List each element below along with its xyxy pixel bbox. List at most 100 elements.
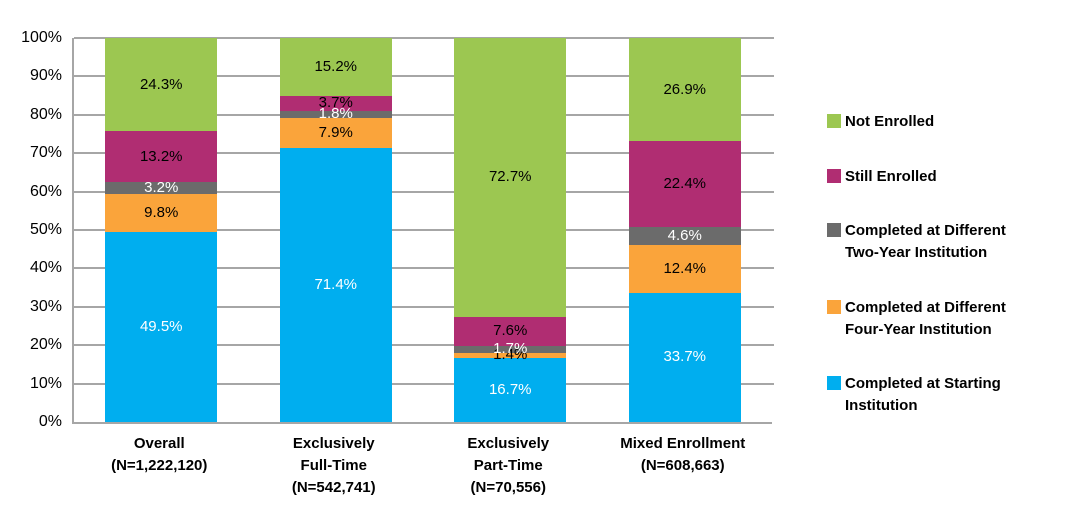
segment-label: 72.7% [488, 168, 532, 186]
plot-area: 49.5% 9.8% 3.2% 13.2% 24.3% 71.4% 7.9% 1.8% 3.7%… [72, 37, 774, 424]
segment-label: 16.7% [488, 380, 532, 398]
bar-segment [628, 141, 741, 228]
gridline [74, 382, 774, 385]
bar-segment [105, 131, 218, 182]
legend-marker-swatch-icon [827, 299, 841, 314]
segment-label: 15.2% [314, 58, 358, 76]
bar-segment [454, 357, 567, 422]
gridline [74, 267, 774, 270]
gridline [74, 152, 774, 155]
legend-marker-swatch-icon [827, 376, 841, 390]
gridline [74, 344, 774, 347]
y-tick-label: 20% [29, 336, 62, 354]
category-label-line: Exclusively [292, 435, 375, 452]
bar-segment [279, 96, 392, 111]
bar-segment [628, 244, 741, 293]
bar-segment [628, 292, 741, 422]
category-label: Mixed Enrollment (N=608,663) [596, 433, 771, 499]
bar-segment [105, 231, 218, 422]
gridline [74, 305, 774, 308]
segment-label: 24.3% [139, 75, 183, 93]
bar-segment [454, 38, 567, 317]
bar-column: 16.7% 1.4% 1.7% 7.6% 72.7% [423, 38, 598, 422]
y-tick-label: 50% [29, 221, 62, 238]
legend-item: Completed at Different Four-Year Institut… [827, 297, 1062, 341]
gridline [74, 190, 774, 193]
y-tick-label: 40% [29, 259, 62, 277]
legend-label-line: Institution [845, 397, 918, 414]
gridline [74, 37, 774, 39]
legend-marker-swatch-icon [827, 223, 841, 237]
bar-segment [279, 147, 392, 422]
y-tick-label: 0% [38, 413, 62, 430]
category-label-line: (N=70,556) [470, 479, 546, 496]
category-label-line: Mixed Enrollment [620, 435, 746, 452]
segment-label: 1.7% [493, 340, 528, 358]
y-tick-label: 90% [29, 67, 62, 85]
bar: 71.4% 7.9% 1.8% 3.7% 15.2% [279, 38, 392, 422]
legend-item-label: Completed at Different Two-Year Instituti… [845, 220, 1006, 264]
bar-column: 49.5% 9.8% 3.2% 13.2% 24.3% [74, 38, 249, 422]
legend-item: Completed at Starting Institution [827, 373, 1062, 417]
legend-label-line: Still Enrolled [845, 167, 937, 185]
bar: 49.5% 9.8% 3.2% 13.2% 24.3% [105, 38, 218, 422]
bar-segment [454, 316, 567, 346]
y-tick-label: 80% [29, 105, 62, 123]
segment-label: 33.7% [663, 348, 707, 366]
bar-segment [105, 194, 218, 232]
legend-label-line: Not Enrolled [845, 113, 935, 130]
segment-label: 4.6% [667, 227, 702, 245]
legend-item-label: Not Enrolled [845, 111, 934, 133]
gridline [74, 229, 774, 231]
gridline [74, 113, 774, 116]
x-axis: Overall (N=1,222,120) Exclusively Full-Time… [72, 433, 770, 499]
segment-label: 7.6% [493, 322, 528, 340]
bar: 33.7% 12.4% 4.6% 22.4% 26.9% [628, 38, 741, 422]
y-tick-label: 30% [29, 297, 62, 315]
legend-item: Completed at Different Two-Year Instituti… [827, 220, 1062, 264]
segment-label: 3.2% [144, 179, 179, 197]
bar-segment [105, 38, 218, 132]
legend-item-label: Completed at Different Four-Year Institut… [845, 297, 1006, 341]
bars-layer: 49.5% 9.8% 3.2% 13.2% 24.3% 71.4% 7.9% 1.8% 3.7%… [74, 38, 772, 422]
segment-label: 13.2% [139, 147, 183, 165]
segment-label: 1.8% [318, 105, 353, 123]
category-label-line: (N=608,663) [640, 457, 725, 474]
bar-segment [279, 38, 392, 97]
bar-segment [454, 352, 567, 358]
bar-column: 71.4% 7.9% 1.8% 3.7% 15.2% [249, 38, 424, 422]
category-label-line: Exclusively [467, 435, 550, 452]
segment-label: 9.8% [144, 204, 179, 222]
segment-label: 26.9% [663, 80, 707, 98]
legend-label-line: Completed at Different [845, 298, 1006, 316]
category-label: Exclusively Part-Time (N=70,556) [421, 433, 596, 499]
y-tick-label: 60% [29, 182, 62, 200]
segment-label: 71.4% [314, 275, 358, 293]
bar: 16.7% 1.4% 1.7% 7.6% 72.7% [454, 38, 567, 422]
legend-label-line: Completed at Different [845, 222, 1006, 239]
segment-label: 49.5% [139, 317, 183, 335]
legend-item: Still Enrolled [827, 166, 1062, 188]
segment-label: 7.9% [318, 123, 353, 141]
legend-label-line: Completed at Starting [845, 375, 1001, 392]
legend-item: Not Enrolled [827, 111, 1062, 133]
y-tick-label: 70% [29, 144, 62, 162]
legend-item-label: Still Enrolled [845, 166, 937, 188]
gridline [74, 75, 774, 78]
legend: Not Enrolled Still Enrolled Completed at D… [827, 111, 1062, 417]
segment-label: 1.4% [493, 346, 528, 364]
legend-label-line: Four-Year Institution [845, 320, 992, 338]
segment-label: 12.4% [663, 259, 707, 277]
y-tick-label: 10% [29, 374, 62, 392]
category-label-line: Overall [133, 435, 185, 452]
category-label: Exclusively Full-Time (N=542,741) [247, 433, 422, 499]
bar-segment [628, 227, 741, 245]
category-label-line: Full-Time [300, 457, 367, 474]
category-label-line: (N=542,741) [291, 479, 376, 496]
legend-label-line: Two-Year Institution [845, 244, 988, 261]
bar-segment [279, 117, 392, 148]
legend-marker-swatch-icon [827, 114, 841, 128]
legend-item-label: Completed at Starting Institution [845, 373, 1001, 417]
y-axis: 0% 10% 20% 30% 40% 50% 60% 70% 80% 90% 100% [0, 30, 62, 430]
